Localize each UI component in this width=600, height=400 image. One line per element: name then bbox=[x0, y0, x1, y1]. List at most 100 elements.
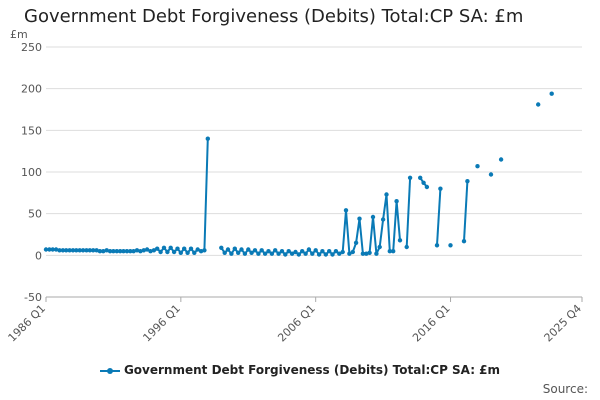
data-point[interactable] bbox=[549, 91, 554, 96]
data-point[interactable] bbox=[407, 175, 413, 180]
data-point[interactable] bbox=[330, 252, 335, 257]
data-point[interactable] bbox=[374, 251, 379, 256]
data-point[interactable] bbox=[219, 245, 224, 250]
data-point[interactable] bbox=[178, 250, 183, 255]
data-point[interactable] bbox=[418, 175, 423, 180]
data-point[interactable] bbox=[377, 244, 382, 250]
data-point[interactable] bbox=[67, 248, 72, 253]
data-point[interactable] bbox=[111, 249, 116, 254]
data-point[interactable] bbox=[273, 248, 278, 253]
data-point[interactable] bbox=[63, 248, 69, 253]
legend[interactable]: Government Debt Forgiveness (Debits) Tot… bbox=[0, 363, 600, 377]
data-point[interactable] bbox=[128, 249, 133, 254]
data-point[interactable] bbox=[158, 249, 163, 255]
data-point[interactable] bbox=[185, 250, 190, 255]
data-point[interactable] bbox=[192, 250, 197, 255]
data-point[interactable] bbox=[60, 248, 66, 253]
data-point[interactable] bbox=[397, 238, 403, 243]
data-point[interactable] bbox=[448, 243, 453, 248]
data-point[interactable] bbox=[262, 251, 268, 256]
data-point[interactable] bbox=[225, 247, 231, 252]
data-point[interactable] bbox=[168, 245, 173, 250]
data-point[interactable] bbox=[74, 248, 79, 253]
data-point[interactable] bbox=[77, 248, 82, 253]
data-point[interactable] bbox=[124, 249, 130, 254]
data-point[interactable] bbox=[333, 249, 339, 254]
data-point[interactable] bbox=[188, 246, 194, 251]
data-point[interactable] bbox=[303, 251, 308, 256]
data-point[interactable] bbox=[337, 251, 342, 256]
data-point[interactable] bbox=[84, 248, 89, 253]
data-point[interactable] bbox=[404, 244, 409, 250]
data-point[interactable] bbox=[438, 186, 443, 191]
data-point[interactable] bbox=[104, 248, 109, 253]
data-point[interactable] bbox=[286, 249, 291, 254]
data-point[interactable] bbox=[198, 249, 204, 254]
data-point[interactable] bbox=[87, 248, 93, 253]
data-point[interactable] bbox=[141, 248, 146, 253]
data-point[interactable] bbox=[43, 247, 49, 252]
data-point[interactable] bbox=[97, 249, 103, 254]
data-point[interactable] bbox=[370, 214, 376, 220]
data-point[interactable] bbox=[256, 251, 261, 256]
data-point[interactable] bbox=[461, 239, 467, 244]
data-point[interactable] bbox=[70, 248, 76, 253]
data-point[interactable] bbox=[195, 247, 200, 252]
data-point[interactable] bbox=[118, 249, 123, 254]
data-point[interactable] bbox=[155, 246, 160, 251]
data-point[interactable] bbox=[53, 247, 59, 252]
data-point[interactable] bbox=[364, 251, 369, 256]
data-point[interactable] bbox=[165, 249, 170, 255]
data-point[interactable] bbox=[242, 251, 248, 256]
data-point[interactable] bbox=[249, 250, 254, 255]
data-point[interactable] bbox=[357, 216, 362, 221]
data-point[interactable] bbox=[252, 248, 258, 253]
data-point[interactable] bbox=[465, 179, 470, 184]
data-point[interactable] bbox=[387, 249, 392, 254]
data-point[interactable] bbox=[434, 243, 440, 248]
data-point[interactable] bbox=[343, 208, 349, 213]
data-point[interactable] bbox=[276, 251, 281, 256]
data-point[interactable] bbox=[134, 248, 140, 253]
data-point[interactable] bbox=[175, 246, 180, 251]
data-point[interactable] bbox=[347, 251, 352, 256]
data-point[interactable] bbox=[340, 249, 345, 255]
data-point[interactable] bbox=[94, 248, 99, 253]
data-point[interactable] bbox=[384, 192, 389, 197]
data-point[interactable] bbox=[289, 251, 295, 256]
data-point[interactable] bbox=[283, 252, 288, 257]
data-point[interactable] bbox=[259, 248, 264, 253]
data-point[interactable] bbox=[114, 249, 120, 254]
data-point[interactable] bbox=[229, 251, 234, 256]
data-point[interactable] bbox=[107, 249, 113, 254]
data-point[interactable] bbox=[279, 249, 285, 254]
data-point[interactable] bbox=[57, 248, 62, 253]
data-point[interactable] bbox=[316, 252, 322, 257]
data-point[interactable] bbox=[310, 251, 315, 256]
data-point[interactable] bbox=[101, 249, 106, 254]
data-point[interactable] bbox=[353, 240, 359, 245]
data-point[interactable] bbox=[306, 247, 312, 252]
data-point[interactable] bbox=[171, 249, 177, 255]
data-point[interactable] bbox=[138, 249, 143, 254]
data-point[interactable] bbox=[222, 250, 227, 255]
data-point[interactable] bbox=[148, 249, 153, 254]
data-point[interactable] bbox=[320, 249, 325, 254]
data-point[interactable] bbox=[536, 102, 541, 107]
data-point[interactable] bbox=[121, 249, 126, 254]
data-point[interactable] bbox=[161, 245, 167, 250]
data-point[interactable] bbox=[131, 249, 136, 254]
data-point[interactable] bbox=[475, 164, 480, 169]
data-point[interactable] bbox=[488, 172, 494, 177]
data-point[interactable] bbox=[151, 248, 157, 253]
data-point[interactable] bbox=[323, 252, 328, 257]
data-point[interactable] bbox=[350, 249, 355, 255]
data-point[interactable] bbox=[391, 249, 396, 254]
data-point[interactable] bbox=[80, 248, 86, 253]
data-point[interactable] bbox=[182, 246, 187, 251]
data-point[interactable] bbox=[498, 157, 504, 162]
data-point[interactable] bbox=[327, 249, 332, 254]
data-point[interactable] bbox=[380, 217, 386, 222]
data-point[interactable] bbox=[239, 247, 244, 252]
data-point[interactable] bbox=[394, 199, 399, 204]
